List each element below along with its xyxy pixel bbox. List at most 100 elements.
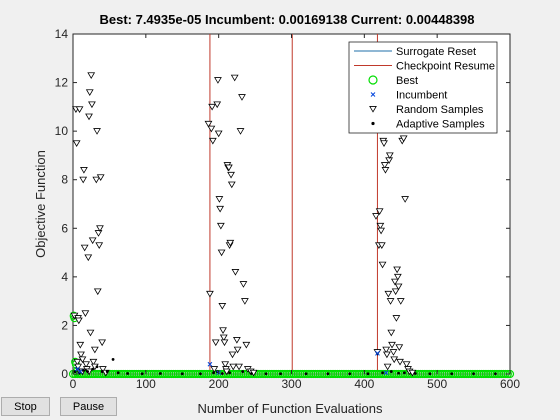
random-sample — [218, 303, 227, 310]
random-sample — [210, 366, 219, 373]
x-axis-label: Number of Function Evaluations — [198, 401, 383, 416]
random-sample — [80, 244, 89, 252]
adaptive-sample — [366, 372, 370, 376]
legend-triangle-symbol — [369, 106, 377, 113]
random-sample — [236, 128, 245, 135]
random-sample — [207, 125, 216, 133]
random-sample — [231, 269, 240, 276]
random-sample — [391, 288, 400, 296]
random-sample — [384, 290, 393, 298]
random-sample — [227, 171, 235, 179]
random-sample — [222, 368, 231, 376]
random-sample — [72, 140, 81, 147]
random-sample — [402, 361, 411, 368]
incumbent-point — [375, 351, 380, 356]
x-tick-label: 100 — [136, 377, 156, 391]
random-sample — [74, 317, 83, 325]
random-sample — [95, 242, 104, 249]
adaptive-sample — [105, 370, 109, 373]
adaptive-sample — [348, 372, 352, 376]
random-sample — [93, 288, 102, 296]
pause-button[interactable]: Pause — [60, 397, 117, 416]
legend-entry: Surrogate Reset — [354, 46, 476, 58]
random-sample — [401, 196, 410, 203]
random-sample — [242, 341, 251, 349]
random-sample — [389, 349, 398, 356]
random-sample — [78, 356, 87, 364]
random-sample — [206, 290, 214, 298]
random-sample — [211, 339, 220, 347]
random-sample — [213, 101, 222, 109]
random-sample — [208, 137, 217, 145]
random-sample — [75, 106, 84, 113]
y-tick-label: 8 — [61, 173, 68, 187]
random-sample — [227, 181, 236, 189]
random-sample — [87, 72, 96, 79]
random-sample — [73, 358, 82, 366]
random-sample — [383, 351, 391, 359]
random-sample — [85, 89, 94, 96]
random-sample — [372, 213, 380, 220]
random-sample — [85, 113, 93, 121]
legend-label: Random Samples — [396, 104, 484, 116]
y-tick-label: 6 — [61, 221, 68, 235]
random-sample — [382, 346, 391, 354]
y-tick-label: 12 — [55, 76, 69, 90]
adaptive-sample — [180, 372, 184, 376]
x-tick-label: 400 — [354, 377, 374, 391]
adaptive-sample — [326, 372, 330, 376]
random-sample — [96, 225, 104, 232]
x-tick-label: 200 — [209, 377, 229, 391]
random-sample — [387, 329, 396, 337]
y-tick-label: 2 — [61, 318, 68, 332]
random-sample — [92, 176, 101, 184]
adaptive-sample — [91, 367, 95, 371]
random-sample — [380, 162, 389, 169]
random-sample — [396, 298, 405, 305]
adaptive-sample — [264, 372, 268, 376]
adaptive-sample — [100, 370, 104, 373]
y-tick-label: 10 — [55, 124, 69, 138]
adaptive-sample — [220, 372, 224, 375]
random-sample — [224, 164, 233, 172]
random-sample — [204, 120, 213, 128]
adaptive-sample — [279, 372, 282, 376]
random-sample — [90, 346, 99, 354]
random-sample — [392, 315, 401, 322]
random-sample — [217, 249, 226, 257]
legend-circle-symbol — [368, 75, 378, 85]
adaptive-sample — [199, 372, 202, 376]
random-sample — [216, 205, 225, 213]
legend-dot-symbol — [371, 121, 375, 126]
random-sample — [214, 130, 223, 138]
random-sample — [88, 101, 96, 109]
adaptive-sample — [402, 371, 406, 375]
random-sample — [377, 227, 385, 235]
random-sample — [408, 369, 417, 377]
random-sample — [376, 222, 385, 230]
random-sample — [228, 351, 237, 359]
random-sample — [88, 237, 97, 245]
x-tick-label: 0 — [70, 377, 77, 391]
chart-title: Best: 7.4935e-05 Incumbent: 0.00169138 C… — [99, 12, 474, 27]
legend-label: Surrogate Reset — [396, 46, 476, 58]
random-sample — [93, 128, 101, 135]
random-sample — [219, 327, 227, 334]
random-sample — [74, 363, 82, 371]
random-sample — [235, 363, 243, 371]
legend-entry: Adaptive Samples — [371, 119, 485, 131]
random-sample — [214, 77, 222, 84]
random-sample — [216, 222, 225, 230]
adaptive-sample — [250, 372, 253, 375]
random-sample — [395, 344, 404, 351]
random-sample — [390, 356, 399, 364]
legend-label: Best — [396, 75, 418, 87]
adaptive-sample — [389, 370, 393, 373]
legend-entry: Incumbent — [370, 90, 447, 102]
stop-button[interactable]: Stop — [1, 397, 50, 416]
random-sample — [399, 135, 408, 143]
random-sample — [94, 230, 103, 237]
legend-entry: Random Samples — [369, 104, 484, 116]
random-sample — [240, 298, 249, 305]
random-sample — [215, 196, 224, 203]
